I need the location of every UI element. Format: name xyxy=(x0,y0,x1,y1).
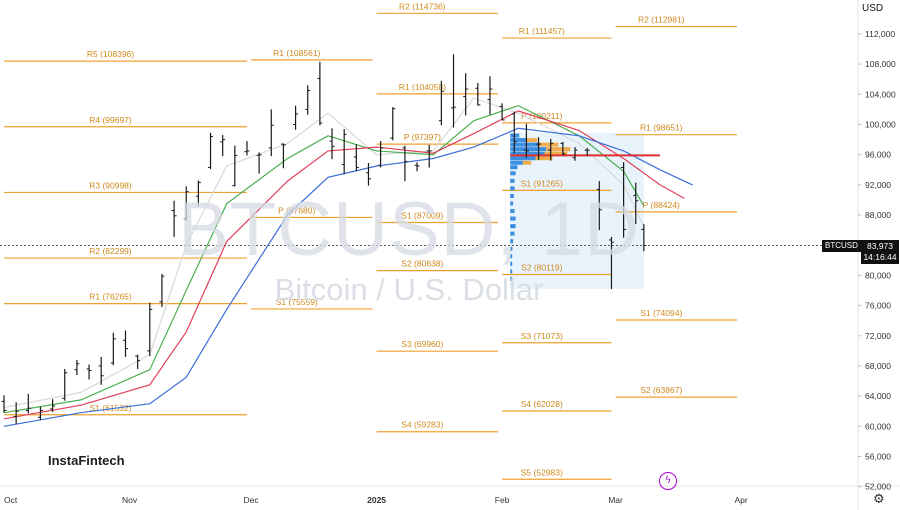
pivot-label: S3 (69960) xyxy=(401,339,443,349)
volume-profile-bar xyxy=(510,165,518,170)
pivot-label: S1 (91265) xyxy=(521,178,563,188)
volume-profile-bar xyxy=(510,160,523,165)
volume-profile-bar xyxy=(510,239,514,244)
volume-profile-bar xyxy=(510,246,513,251)
lightning-icon[interactable]: ϟ xyxy=(659,472,677,490)
volume-profile-bar xyxy=(510,178,515,183)
volume-profile-bar xyxy=(510,216,516,221)
price-axis-label: 52,000 xyxy=(865,482,891,492)
volume-profile-bar xyxy=(522,160,532,165)
time-axis-label: Dec xyxy=(243,495,259,505)
pivot-label: S2 (63867) xyxy=(640,385,682,395)
pivot-label: S4 (59283) xyxy=(401,420,443,430)
time-axis-label: Apr xyxy=(734,495,747,505)
pivot-label: R1 (111457) xyxy=(519,26,565,36)
volume-profile-bar xyxy=(510,209,515,214)
volume-profile-bar xyxy=(510,231,515,236)
moving-average-line xyxy=(3,104,645,414)
pivot-label: R5 (108396) xyxy=(87,49,134,59)
last-price-tag: 83,973 14:16:44 xyxy=(861,240,899,264)
pivot-label: R2 (114736) xyxy=(399,1,446,11)
pivot-label: R2 (82299) xyxy=(89,246,132,256)
volume-profile-bar xyxy=(510,269,513,274)
price-axis-label: 68,000 xyxy=(865,361,891,371)
price-axis-label: 92,000 xyxy=(865,180,891,190)
pivot-label: P (87680) xyxy=(278,205,315,215)
settings-gear-icon[interactable]: ⚙ xyxy=(873,492,885,507)
price-axis-label: 60,000 xyxy=(865,421,891,431)
pivot-label: R4 (99697) xyxy=(89,115,132,125)
price-axis-label: 104,000 xyxy=(865,89,896,99)
currency-selector[interactable]: USD xyxy=(862,3,884,14)
price-axis-label: 80,000 xyxy=(865,270,891,280)
price-axis-label: 64,000 xyxy=(865,391,891,401)
pivot-label: P (88424) xyxy=(643,200,680,210)
bar-countdown: 14:16:44 xyxy=(863,252,897,262)
moving-average-line xyxy=(3,127,693,427)
volume-profile-bar xyxy=(510,186,515,191)
pivot-label: S5 (52983) xyxy=(521,467,563,477)
pivot-label: R1 (98651) xyxy=(640,123,683,133)
last-price-value: 83,973 xyxy=(867,241,893,251)
pivot-label: R2 (112981) xyxy=(638,15,685,25)
price-axis-label: 112,000 xyxy=(865,29,895,39)
volume-profile-bar xyxy=(510,201,514,206)
pivot-label: S1 (74094) xyxy=(640,308,682,318)
volume-profile-bar xyxy=(510,151,545,156)
time-axis-label: Mar xyxy=(608,495,623,505)
volume-profile-bar xyxy=(510,147,547,152)
pivot-label: S2 (80638) xyxy=(401,259,443,269)
pivot-label: S3 (71073) xyxy=(521,331,563,341)
volume-profile-bar xyxy=(510,254,513,259)
pivot-label: S4 (62028) xyxy=(521,399,563,409)
pivot-label: S1 (75559) xyxy=(276,297,318,307)
volume-profile-bar xyxy=(544,151,568,156)
pivot-label: R1 (108561) xyxy=(273,48,320,58)
volume-profile-bar xyxy=(526,138,538,143)
pivot-label: P (97397) xyxy=(404,132,441,142)
volume-profile-bar xyxy=(510,193,514,198)
pivot-label: P (100211) xyxy=(521,111,562,121)
volume-profile-bar xyxy=(510,138,527,143)
moving-average-line xyxy=(3,97,645,409)
price-axis-label: 108,000 xyxy=(865,59,896,69)
volume-profile-bar xyxy=(510,142,540,147)
volume-profile-bar xyxy=(510,276,513,281)
price-axis-label: 96,000 xyxy=(865,150,891,160)
volume-profile-bar xyxy=(539,142,559,147)
volume-profile-bar xyxy=(510,224,516,229)
pivot-label: S2 (80119) xyxy=(521,263,563,273)
volume-profile-bar xyxy=(510,156,536,161)
pivot-label: S1 (87009) xyxy=(401,211,443,221)
time-axis-label: Oct xyxy=(4,495,18,505)
volume-profile-bar xyxy=(546,147,571,152)
brand-logo: InstaFintech xyxy=(48,453,125,468)
price-axis-label: 56,000 xyxy=(865,452,891,462)
moving-average-line xyxy=(3,110,685,420)
volume-profile-bar xyxy=(510,171,516,176)
volume-profile-bar xyxy=(535,156,553,161)
time-axis-label: 2025 xyxy=(367,495,386,505)
time-axis-label: Feb xyxy=(495,495,510,505)
price-axis-label: 72,000 xyxy=(865,331,891,341)
price-axis-label: 100,000 xyxy=(865,120,896,130)
last-price-symbol-badge: BTCUSD xyxy=(822,240,861,252)
price-axis-label: 76,000 xyxy=(865,301,891,311)
pivot-label: R3 (90998) xyxy=(89,180,132,190)
pivot-label: R1 (76265) xyxy=(89,292,132,302)
price-axis-label: 88,000 xyxy=(865,210,891,220)
pivot-label: R1 (104058) xyxy=(399,82,446,92)
volume-profile-bar xyxy=(510,261,513,266)
pivot-label: S1 (61532) xyxy=(89,403,131,413)
time-axis-label: Nov xyxy=(122,495,138,505)
